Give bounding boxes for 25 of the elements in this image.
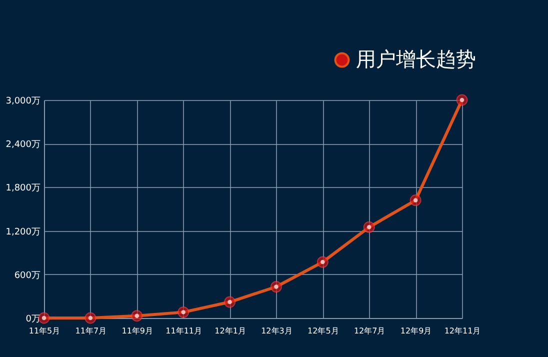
point [131,310,143,322]
point [316,256,328,268]
legend-label: 用户增长趋势 [356,47,476,71]
point [224,296,236,308]
x-tick-label: 12年5月 [308,326,339,336]
point [84,312,96,324]
x-tick-label: 11年11月 [166,326,202,336]
x-tick-label: 11年9月 [122,326,154,336]
x-tick-label: 12年9月 [400,326,432,336]
x-tick-label: 12年11月 [444,326,481,336]
x-tick-label: 12年1月 [214,326,246,336]
point [363,221,375,233]
y-tick-label: 3,000万 [6,96,40,106]
y-tick-label: 600万 [14,270,40,281]
point [178,306,190,318]
point [270,281,282,292]
x-tick-label: 11年5月 [28,326,60,336]
x-tick-label: 12年7月 [354,326,386,336]
y-tick-label: 2,400万 [6,140,40,150]
point [410,194,422,206]
x-tick-label: 12年3月 [261,326,292,336]
x-tick-label: 11年7月 [75,326,107,336]
point [456,94,468,106]
y-tick-label: 1,800万 [6,184,40,194]
y-tick-label: 1,200万 [6,227,40,238]
